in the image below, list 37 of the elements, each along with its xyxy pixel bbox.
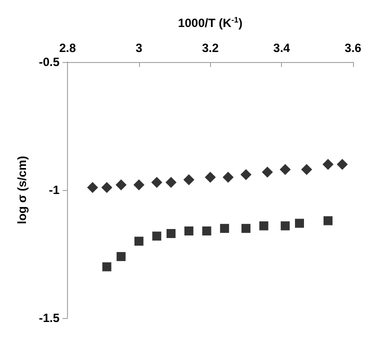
point <box>280 221 290 230</box>
x-tick-label: 3.2 <box>202 41 219 55</box>
point <box>101 182 112 193</box>
x-tick-label: 3.4 <box>273 41 290 55</box>
point <box>336 158 348 170</box>
point <box>87 182 98 193</box>
point <box>262 166 273 178</box>
point <box>133 179 144 190</box>
point <box>183 174 194 186</box>
point <box>151 176 162 188</box>
y-axis-title: log σ (s/cm) <box>15 156 29 224</box>
point <box>301 164 312 176</box>
point <box>324 216 333 226</box>
x-tick-label: 3.6 <box>344 41 362 55</box>
point <box>116 252 126 262</box>
x-tick-label: 2.8 <box>59 41 76 55</box>
point <box>280 164 291 176</box>
point <box>240 169 252 180</box>
point <box>204 172 216 183</box>
point <box>222 172 234 183</box>
point <box>220 224 230 233</box>
point <box>259 221 268 230</box>
y-tick-label: -0.5 <box>38 55 60 69</box>
x-tick-label: 3 <box>136 41 143 55</box>
point <box>184 226 194 236</box>
point <box>294 218 304 228</box>
point <box>134 236 144 246</box>
y-tick-label: -1 <box>48 183 60 197</box>
point <box>202 226 212 236</box>
point <box>152 232 162 241</box>
point <box>166 229 176 238</box>
y-tick-label: -1.5 <box>38 311 60 325</box>
point <box>166 176 177 188</box>
point <box>322 158 334 170</box>
point <box>102 262 112 272</box>
point <box>116 179 127 190</box>
point <box>241 224 250 233</box>
